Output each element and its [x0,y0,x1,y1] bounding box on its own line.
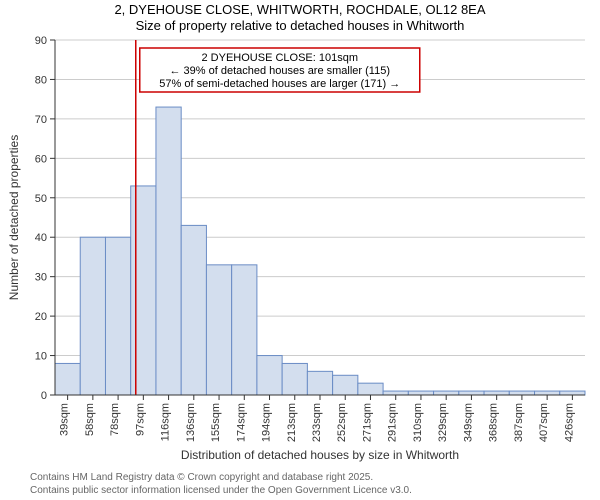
histogram-bar [560,391,585,395]
x-tick-label: 194sqm [261,403,273,442]
y-tick-label: 10 [35,351,47,363]
y-tick-label: 20 [35,311,47,323]
y-axis-label: Number of detached properties [7,135,21,300]
x-tick-label: 39sqm [59,403,71,436]
x-tick-label: 349sqm [462,403,474,442]
histogram-bar [333,375,358,395]
y-tick-label: 50 [35,193,47,205]
chart-title-2: Size of property relative to detached ho… [136,18,465,33]
x-tick-label: 213sqm [286,403,298,442]
y-tick-label: 60 [35,153,47,165]
histogram-bar [484,391,509,395]
x-tick-label: 97sqm [134,403,146,436]
x-tick-label: 310sqm [412,403,424,442]
x-tick-label: 78sqm [109,403,121,436]
x-tick-label: 252sqm [336,403,348,442]
y-axis: 0 10 20 30 40 50 60 70 80 90 [35,35,55,402]
histogram-bar [509,391,534,395]
histogram-bar [206,265,231,395]
histogram-bar [105,237,130,395]
histogram-bar [257,356,282,395]
x-tick-label: 291sqm [387,403,399,442]
histogram-bar [383,391,408,395]
histogram-bar [535,391,560,395]
y-tick-label: 80 [35,74,47,86]
bars-group [55,107,585,395]
histogram-bar [408,391,433,395]
histogram-bar [282,363,307,395]
x-tick-label: 368sqm [488,403,500,442]
callout-box: 2 DYEHOUSE CLOSE: 101sqm ← 39% of detach… [140,48,420,92]
histogram-bar [80,237,105,395]
x-tick-label: 58sqm [84,403,96,436]
y-tick-label: 30 [35,272,47,284]
y-tick-label: 70 [35,114,47,126]
histogram-svg: 2, DYEHOUSE CLOSE, WHITWORTH, ROCHDALE, … [0,0,600,500]
x-tick-label: 329sqm [437,403,449,442]
histogram-bar [307,371,332,395]
x-tick-label: 426sqm [563,403,575,442]
histogram-bar [156,107,181,395]
histogram-bar [181,225,206,395]
x-axis: 39sqm 58sqm 78sqm 97sqm 116sqm 136sqm 155sqm 17… [59,395,576,442]
y-tick-label: 40 [35,232,47,244]
histogram-bar [55,363,80,395]
x-tick-label: 387sqm [513,403,525,442]
footer-line2: Contains public sector information licen… [30,485,412,496]
x-tick-label: 271sqm [361,403,373,442]
y-tick-label: 90 [35,35,47,47]
histogram-bar [358,383,383,395]
histogram-bar [434,391,459,395]
x-tick-label: 155sqm [210,403,222,442]
x-tick-label: 174sqm [235,403,247,442]
x-axis-label: Distribution of detached houses by size … [181,448,459,462]
x-tick-label: 136sqm [185,403,197,442]
histogram-bar [131,186,156,395]
y-tick-label: 0 [41,390,47,402]
histogram-bar [459,391,484,395]
chart-title-1: 2, DYEHOUSE CLOSE, WHITWORTH, ROCHDALE, … [114,2,485,17]
histogram-bar [232,265,257,395]
callout-line2: ← 39% of detached houses are smaller (11… [169,65,390,77]
x-tick-label: 407sqm [538,403,550,442]
footer-line1: Contains HM Land Registry data © Crown c… [30,472,373,483]
callout-line1: 2 DYEHOUSE CLOSE: 101sqm [202,52,359,64]
callout-line3: 57% of semi-detached houses are larger (… [159,78,400,90]
x-tick-label: 233sqm [311,403,323,442]
chart-container: { "chart": { "type": "histogram", "title… [0,0,600,500]
x-tick-label: 116sqm [160,403,172,441]
